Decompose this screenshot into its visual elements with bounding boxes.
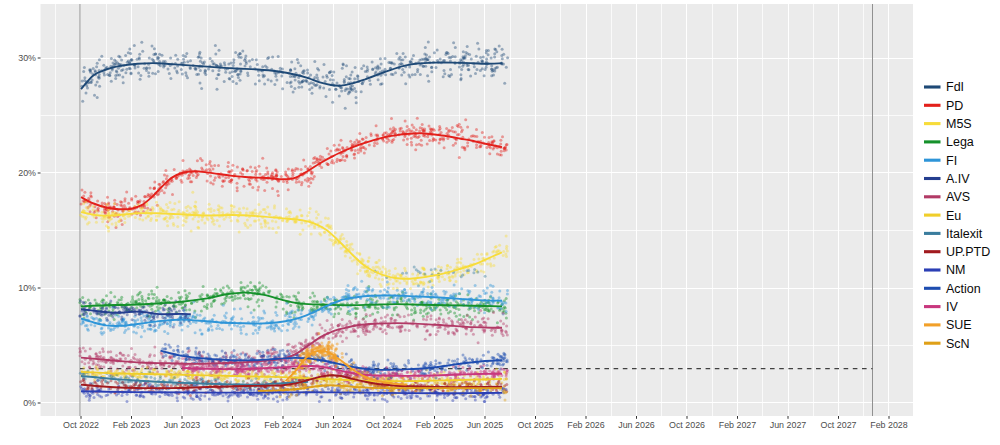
svg-text:Feb 2024: Feb 2024 (264, 420, 302, 430)
svg-text:UP.PTD: UP.PTD (946, 245, 990, 259)
svg-text:Jun 2024: Jun 2024 (315, 420, 352, 430)
svg-text:20%: 20% (18, 168, 36, 178)
svg-text:Jun 2023: Jun 2023 (164, 420, 201, 430)
svg-text:Jun 2025: Jun 2025 (467, 420, 504, 430)
svg-text:A.IV: A.IV (946, 172, 970, 186)
svg-text:M5S: M5S (946, 117, 972, 131)
svg-text:PD: PD (946, 99, 963, 113)
svg-text:NM: NM (946, 263, 965, 277)
svg-text:ScN: ScN (946, 337, 970, 351)
svg-text:Lega: Lega (946, 135, 974, 149)
svg-text:10%: 10% (18, 283, 36, 293)
svg-text:Italexit: Italexit (946, 227, 983, 241)
svg-text:Oct 2023: Oct 2023 (214, 420, 250, 430)
svg-text:FdI: FdI (946, 80, 964, 94)
svg-text:AVS: AVS (946, 190, 970, 204)
svg-text:Feb 2026: Feb 2026 (567, 420, 605, 430)
svg-text:Oct 2024: Oct 2024 (366, 420, 402, 430)
svg-text:Action: Action (946, 282, 981, 296)
svg-text:Feb 2028: Feb 2028 (870, 420, 908, 430)
svg-text:Oct 2026: Oct 2026 (669, 420, 705, 430)
svg-text:0%: 0% (23, 398, 36, 408)
svg-text:Feb 2027: Feb 2027 (719, 420, 757, 430)
svg-text:IV: IV (946, 300, 958, 314)
svg-text:Oct 2022: Oct 2022 (63, 420, 99, 430)
svg-text:Oct 2027: Oct 2027 (820, 420, 856, 430)
svg-text:Eu: Eu (946, 209, 961, 223)
svg-text:FI: FI (946, 154, 957, 168)
svg-text:Jun 2027: Jun 2027 (770, 420, 807, 430)
svg-text:Jun 2026: Jun 2026 (618, 420, 655, 430)
svg-text:Oct 2025: Oct 2025 (517, 420, 553, 430)
svg-text:Feb 2023: Feb 2023 (113, 420, 151, 430)
svg-text:Feb 2025: Feb 2025 (416, 420, 454, 430)
svg-text:SUE: SUE (946, 318, 972, 332)
svg-text:30%: 30% (18, 53, 36, 63)
